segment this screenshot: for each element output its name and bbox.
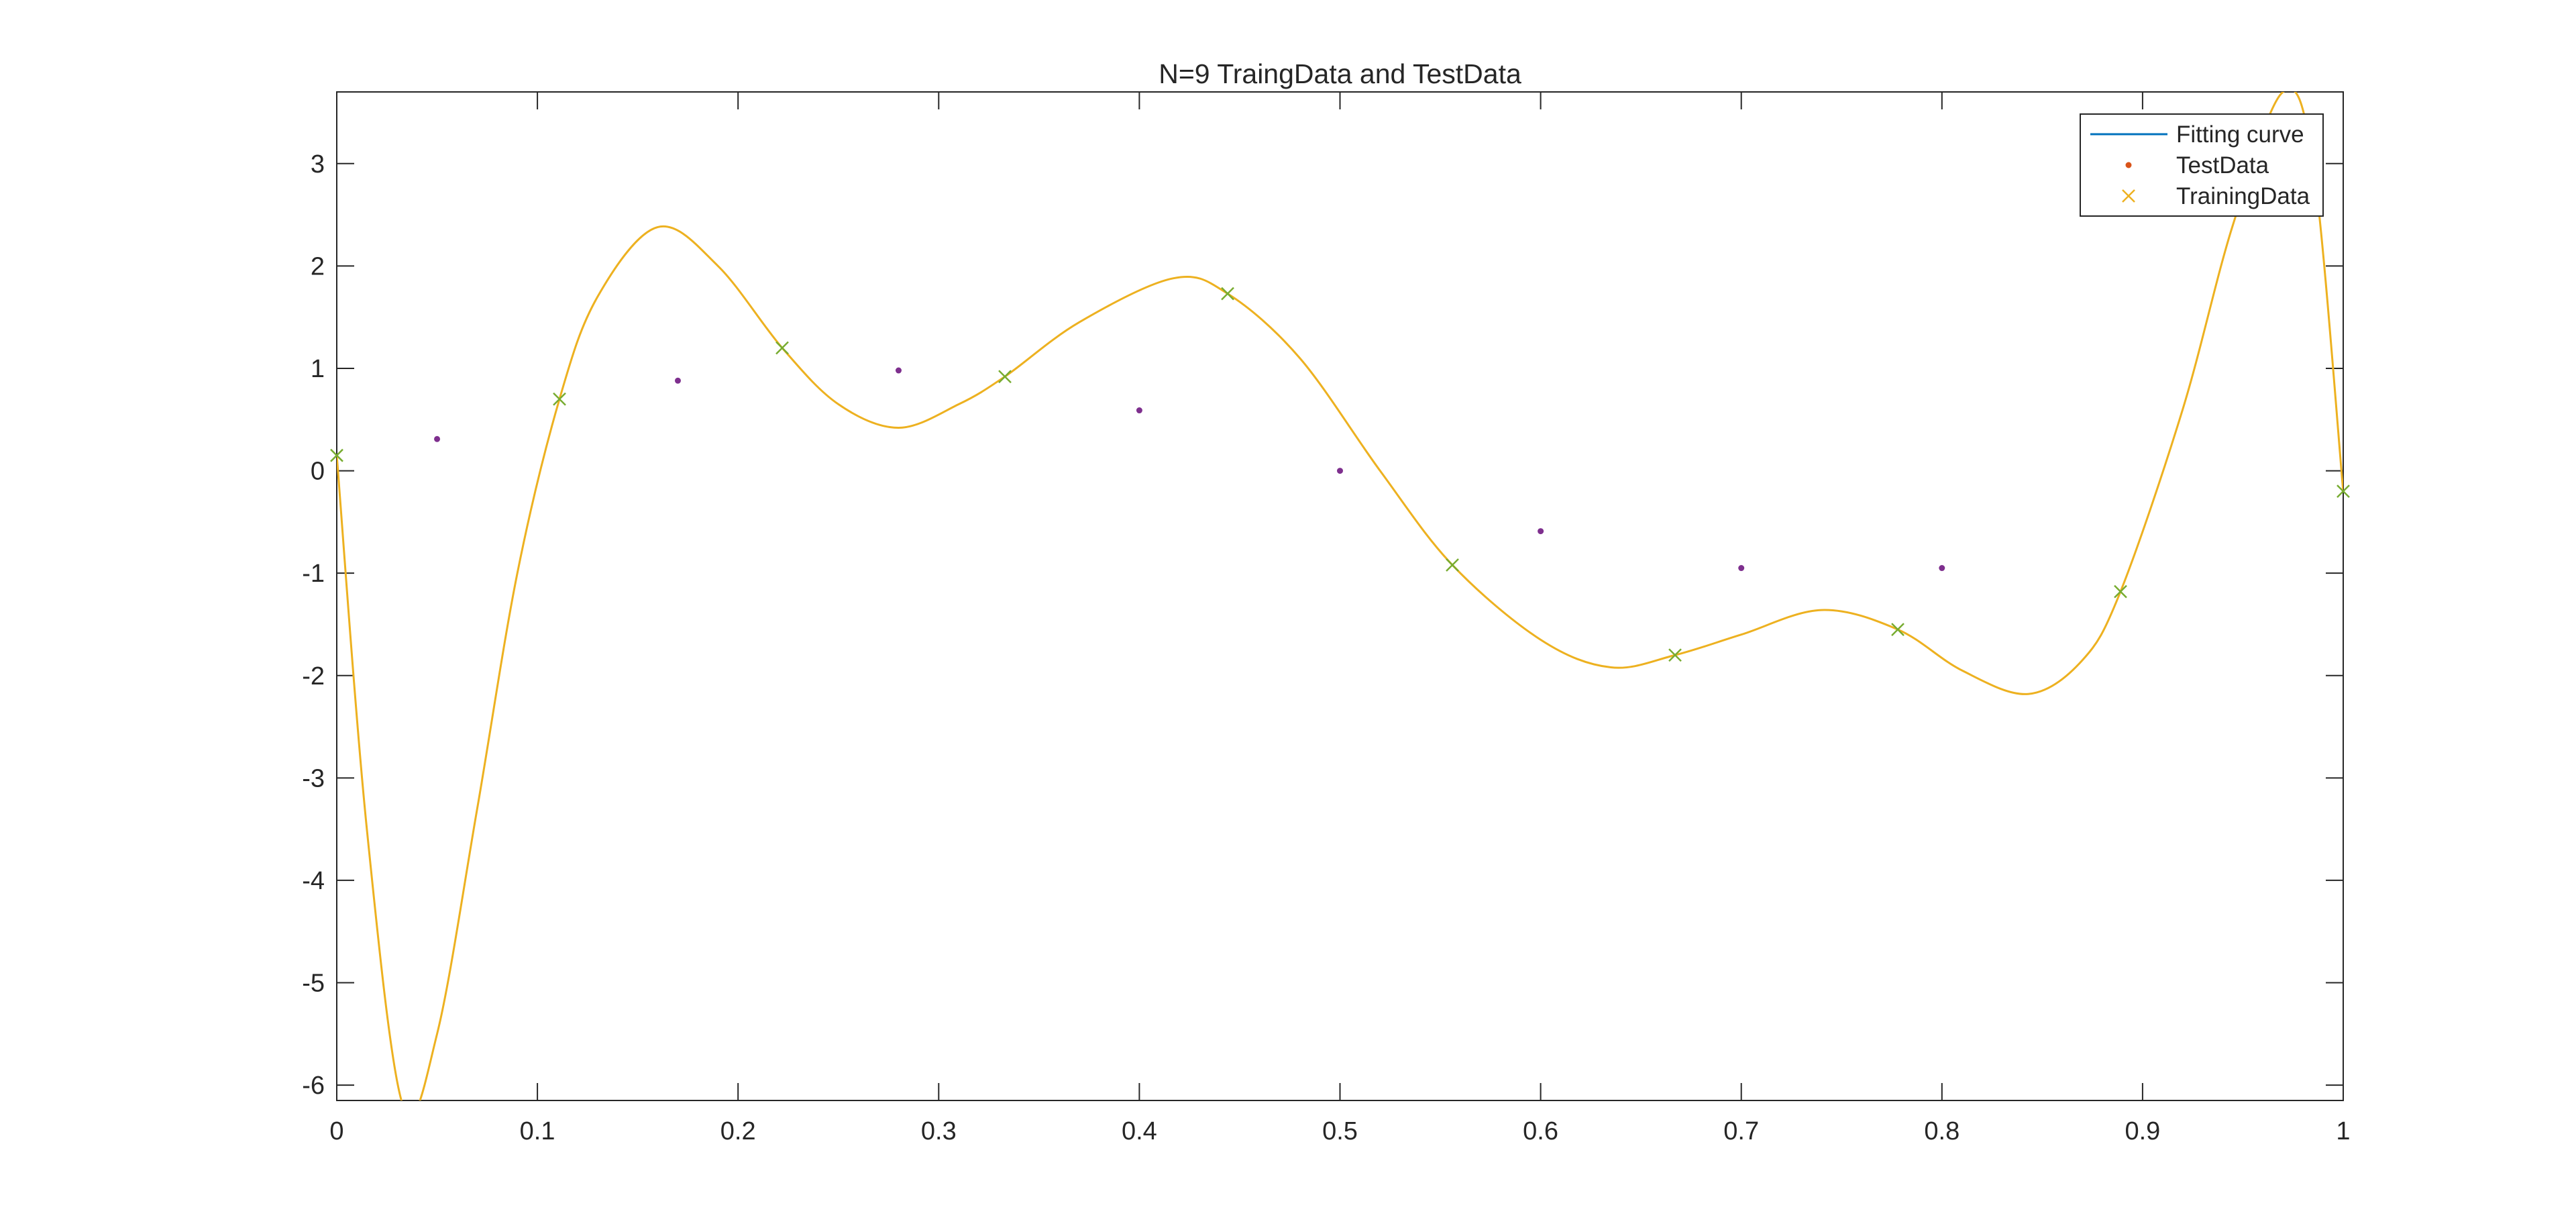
y-tick-label: -2: [302, 662, 325, 690]
training-data-point: [1668, 648, 1682, 662]
tick-labels: 0 0.1 0.2 0.3 0.4 0.5 0.6 0.7 0.8 0.9 1 -6 -5 -4 -3 -2 -…: [302, 150, 2350, 1145]
chart-title: N=9 TraingData and TestData: [1159, 58, 1521, 89]
y-tick-label: -4: [302, 867, 325, 895]
legend-item: Fitting curve: [2090, 121, 2304, 148]
axes-box: [336, 91, 2344, 1101]
y-tick-label: -3: [302, 764, 325, 792]
y-tick-label: 1: [311, 355, 325, 383]
legend-swatch-dot: [2125, 162, 2132, 168]
test-data-point: [895, 367, 902, 374]
x-tick-label: 0.3: [921, 1117, 957, 1145]
legend: Fitting curve TestData TrainingData: [2080, 113, 2324, 217]
training-data-point: [775, 341, 789, 355]
legend-label: TrainingData: [2176, 183, 2310, 209]
x-tick-label: 0.6: [1523, 1117, 1558, 1145]
test-data-point: [1939, 565, 1945, 572]
training-data-point: [2114, 584, 2127, 599]
legend-items: Fitting curve TestData TrainingData: [2090, 121, 2310, 209]
y-tick-label: -6: [302, 1072, 325, 1100]
training-data-point: [1221, 287, 1234, 301]
test-data-point: [1337, 468, 1343, 474]
training-data-point: [330, 448, 343, 462]
test-data-point: [1538, 528, 1544, 535]
legend-item: TrainingData: [2122, 183, 2310, 209]
plot-area: [330, 91, 2350, 1101]
training-data-point: [553, 392, 566, 406]
x-tick-label: 1: [2336, 1117, 2350, 1145]
test-data-point: [434, 435, 441, 442]
y-tick-label: -1: [302, 560, 325, 588]
legend-box: [2080, 113, 2324, 217]
training-data-point: [1891, 623, 1904, 636]
y-tick-label: 2: [311, 252, 325, 280]
x-tick-label: 0.4: [1122, 1117, 1157, 1145]
training-data-point: [998, 370, 1012, 384]
training-data-point: [2337, 484, 2350, 498]
x-tick-label: 0: [329, 1117, 343, 1145]
test-data-point: [1136, 407, 1142, 414]
tick-marks: [336, 92, 2344, 1100]
legend-swatch-x: [2122, 189, 2135, 203]
x-tick-label: 0.9: [2125, 1117, 2160, 1145]
legend-item: TestData: [2125, 152, 2269, 178]
x-tick-label: 0.5: [1322, 1117, 1358, 1145]
y-tick-label: 0: [311, 458, 325, 486]
test-data-point: [1738, 565, 1745, 572]
series-layer: [330, 92, 2350, 1100]
y-tick-label: 3: [311, 150, 325, 178]
x-tick-label: 0.2: [720, 1117, 756, 1145]
test-data-point: [674, 377, 681, 384]
legend-label: Fitting curve: [2176, 121, 2304, 148]
legend-label: TestData: [2176, 152, 2269, 178]
x-tick-label: 0.8: [1924, 1117, 1960, 1145]
training-data-point: [1446, 558, 1459, 572]
x-tick-label: 0.1: [520, 1117, 555, 1145]
y-tick-label: -5: [302, 970, 325, 998]
x-tick-label: 0.7: [1723, 1117, 1759, 1145]
